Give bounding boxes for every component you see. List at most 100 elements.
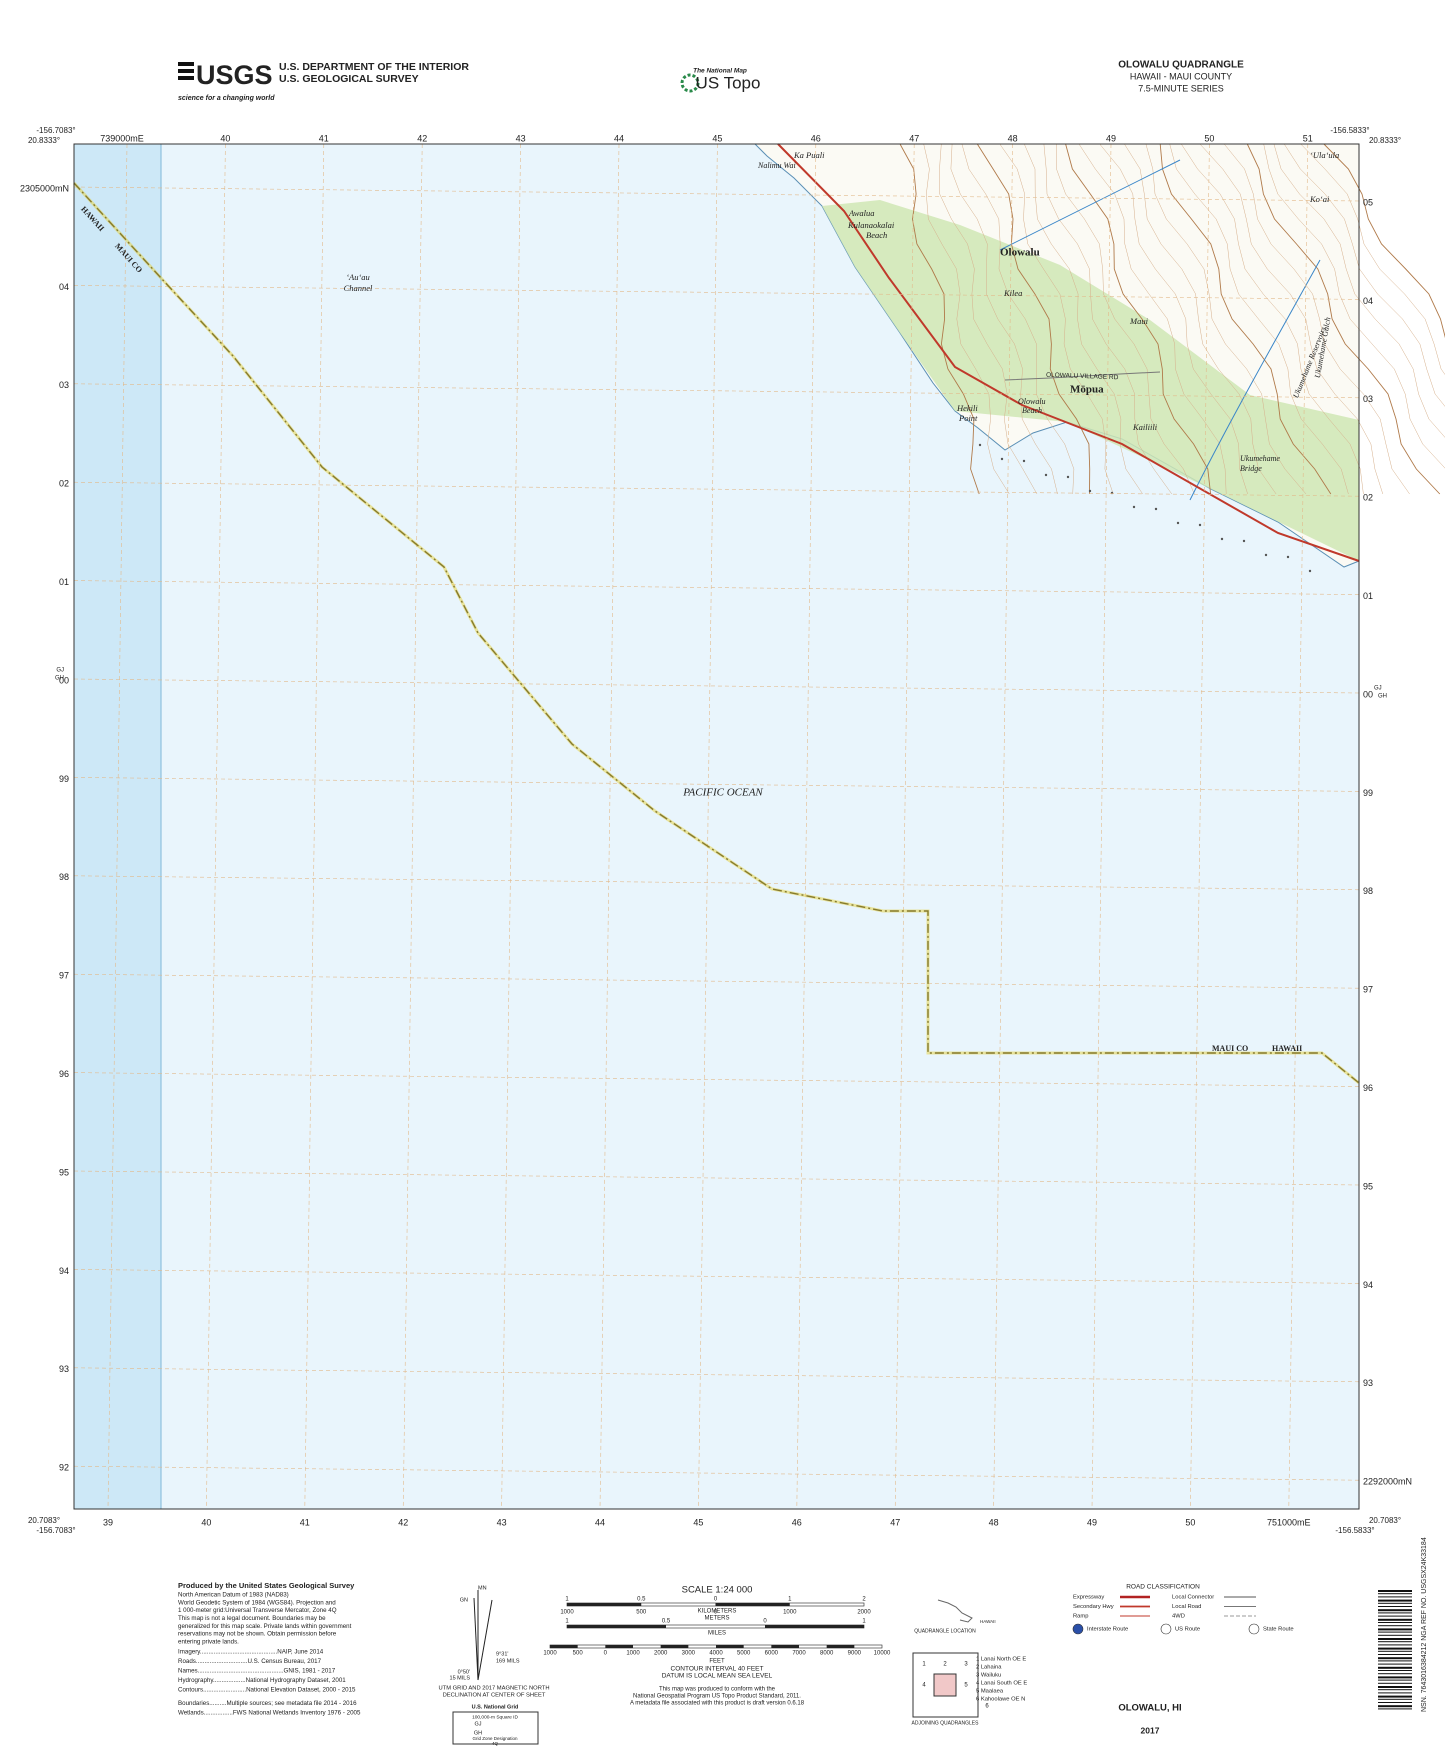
northing-label: 03 (1363, 394, 1373, 404)
location-state: HAWAII (980, 1619, 996, 1624)
place-name: Olowalu (1018, 397, 1046, 406)
grid-line (304, 143, 325, 1510)
scale-number: 6000 (765, 1651, 779, 1657)
road-name: OLOWALU VILLAGE RD (1046, 372, 1119, 382)
contour-note: DATUM IS LOCAL MEAN SEA LEVEL (662, 1673, 773, 1680)
contour-line (1224, 143, 1410, 495)
barcode-bar (1378, 1708, 1412, 1710)
barcode-bar (1378, 1615, 1412, 1617)
easting-label: 43 (497, 1517, 507, 1527)
local-road (1004, 371, 1161, 381)
contour-line (1181, 143, 1364, 495)
note: This map is not a legal document. Bounda… (178, 1615, 326, 1622)
northing-label: 96 (1363, 1083, 1373, 1093)
northing-label: 2292000mN (1363, 1477, 1412, 1487)
scale-number: 1000 (543, 1651, 557, 1657)
place-name: Koʻai (1309, 194, 1330, 204)
scale-number: 0 (604, 1651, 608, 1657)
northing-label: 94 (59, 1266, 69, 1276)
location-cell: 4 (922, 1683, 926, 1689)
scale-title: SCALE 1:24 000 (682, 1585, 753, 1596)
declination-caption: UTM GRID AND 2017 MAGNETIC NORTH (438, 1686, 549, 1692)
route-shield (1160, 1623, 1172, 1635)
contour-line (1078, 143, 1227, 495)
route-type: State Route (1263, 1627, 1294, 1633)
sheet-year: 2017 (1141, 1725, 1160, 1735)
source: Wetlands.................FWS National We… (178, 1710, 361, 1717)
source: Names...................................… (178, 1668, 336, 1675)
scale-number: 0.5 (637, 1597, 646, 1603)
northing-label: 98 (1363, 886, 1373, 896)
easting-label: 751000mE (1267, 1517, 1311, 1527)
easting-label: 41 (319, 133, 329, 143)
water-name: Nalimu Wai (757, 161, 796, 170)
scale-number: 1000 (783, 1610, 797, 1616)
road-type: Secondary Hwy (1073, 1604, 1114, 1610)
reef-dot (1022, 459, 1026, 463)
scale-number: 0.5 (662, 1619, 671, 1625)
place-name: Ukumehame (1240, 454, 1280, 463)
barcode-bar (1378, 1705, 1412, 1708)
place-name: Maui (1129, 316, 1149, 326)
conformance-note: A metadata file associated with this pro… (630, 1701, 805, 1707)
scale-number: 500 (573, 1651, 584, 1657)
declination-label: 0°50' (458, 1669, 470, 1675)
water-name: PACIFIC OCEAN (682, 787, 763, 799)
barcode-bar (1378, 1666, 1412, 1669)
barcode-bar (1378, 1618, 1412, 1621)
usng-text: Grid Zone Designation (472, 1736, 518, 1741)
barcode-bar (1378, 1625, 1412, 1627)
grid-line (698, 143, 718, 1510)
vegetation (822, 200, 1359, 561)
reef-dot (1132, 505, 1136, 509)
reef-dot (1264, 553, 1268, 557)
declination-label: GN (460, 1597, 468, 1603)
reef-dot (1000, 457, 1004, 461)
easting-label: 44 (614, 133, 624, 143)
declination-label: 15 MILS (450, 1675, 471, 1681)
northing-label: 95 (59, 1167, 69, 1177)
note: generalized for this map scale. Private … (178, 1623, 352, 1630)
northing-label: 93 (1363, 1378, 1373, 1388)
barcode-bar (1378, 1670, 1412, 1671)
reef-dot (1088, 489, 1092, 493)
grid-line (599, 143, 620, 1510)
contour-line (1159, 143, 1332, 495)
scale-unit: MILES (708, 1631, 726, 1637)
barcode-bar (1378, 1631, 1412, 1633)
easting-label: 42 (417, 133, 427, 143)
this-quad (933, 1673, 957, 1697)
barcode-bar (1378, 1606, 1412, 1607)
barcode-bar (1378, 1641, 1412, 1643)
easting-label: 49 (1106, 133, 1116, 143)
easting-label: 51 (1303, 133, 1313, 143)
scale-bar-segment (567, 1603, 642, 1606)
route-type: Interstate Route (1087, 1627, 1128, 1633)
contour-line (1145, 143, 1307, 495)
reef-dot (1154, 507, 1158, 511)
scale-number: 0 (763, 1619, 767, 1625)
us-topo-logo (680, 73, 700, 93)
contour-line (950, 143, 1058, 495)
corner-coordinate: -156.7083° (36, 126, 75, 135)
barcode-bar (1378, 1596, 1412, 1598)
corner-coordinate: 20.8333° (1369, 136, 1401, 145)
barcode-text: NSN. 7643016384212 NGA REF NO. USGSX24K3… (1421, 1537, 1428, 1712)
location-cell: 3 (964, 1662, 968, 1668)
county-boundary-tint (72, 181, 1360, 1085)
northing-label: 97 (59, 971, 69, 981)
grid-zone: GH (55, 676, 64, 682)
scale-bar-segment (771, 1645, 799, 1648)
scale-number: 500 (636, 1610, 647, 1616)
declination-label: MN (478, 1585, 487, 1591)
logo-wave (178, 69, 194, 73)
northing-label: 92 (59, 1463, 69, 1473)
quad-state: HAWAII - MAUI COUNTY (1130, 71, 1232, 81)
source: Boundaries..........Multiple sources; se… (178, 1700, 357, 1707)
barcode-bar (1378, 1660, 1412, 1662)
northing-label: 00 (1363, 689, 1373, 699)
grid-line (1288, 143, 1309, 1510)
boundary-label: MAUI CO (1212, 1044, 1248, 1053)
northing-label: 00 (59, 675, 69, 685)
scale-bar-segment (567, 1625, 666, 1628)
